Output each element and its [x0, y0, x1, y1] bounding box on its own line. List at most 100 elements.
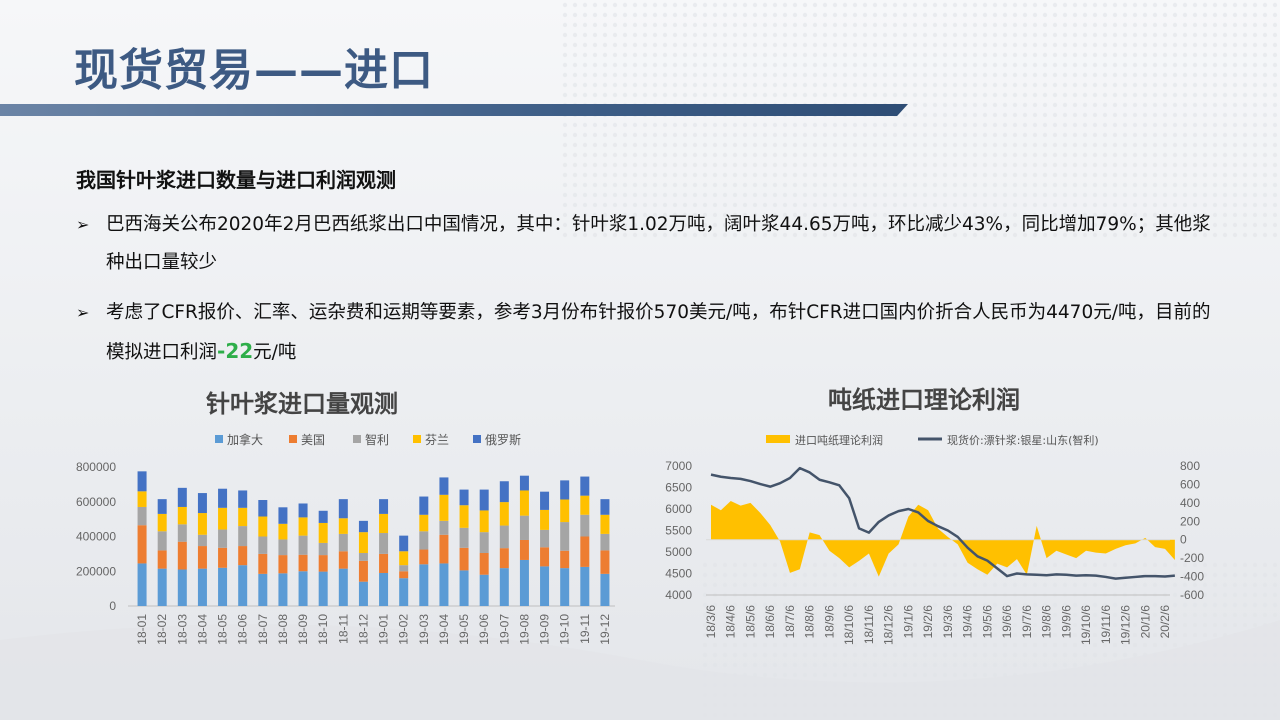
bar-segment-19-11-5	[580, 476, 590, 496]
x-tick-label: 19/4/6	[961, 605, 975, 639]
bar-segment-18-09-4	[298, 517, 308, 536]
y-tick-label: 0	[109, 599, 116, 613]
bar-segment-18-03-5	[177, 487, 187, 507]
x-tick-label: 18-03	[175, 614, 189, 645]
legend-swatch-area	[766, 435, 790, 443]
bullet-text-1: 巴西海关公布2020年2月巴西纸浆出口中国情况，其中：针叶浆1.02万吨，阔叶浆…	[106, 214, 1211, 273]
bar-segment-19-02-2	[399, 571, 409, 579]
bar-segment-19-05-4	[459, 505, 469, 528]
bar-segment-19-11-1	[580, 566, 590, 606]
x-tick-label: 18/12/6	[882, 605, 896, 645]
x-tick-label: 19/1/6	[901, 605, 915, 639]
bar-segment-18-05-4	[218, 507, 228, 530]
bar-segment-19-04-5	[439, 477, 449, 495]
bullet-text-2-after: 元/吨	[253, 342, 297, 363]
bar-segment-19-11-2	[580, 536, 590, 567]
x-tick-label: 19/9/6	[1059, 605, 1073, 639]
bar-segment-19-09-4	[540, 509, 550, 530]
y-right-tick-label: -400	[1180, 570, 1204, 584]
x-tick-label: 19/5/6	[980, 605, 994, 639]
bar-segment-18-09-5	[298, 503, 308, 518]
bar-segment-19-09-3	[540, 529, 550, 548]
x-tick-label: 18-09	[296, 614, 310, 645]
bar-segment-18-06-1	[238, 565, 248, 606]
bar-segment-19-10-1	[560, 568, 570, 606]
bar-segment-18-08-2	[278, 555, 288, 574]
x-tick-label: 19/12/6	[1119, 605, 1133, 645]
bar-segment-18-04-2	[197, 546, 207, 569]
x-tick-label: 19/2/6	[921, 605, 935, 639]
y-left-tick-label: 4500	[665, 567, 692, 581]
x-tick-label: 19-06	[477, 614, 491, 645]
spot-price-line-series	[710, 466, 1175, 580]
chart2-title: 吨纸进口理论利润	[828, 386, 1020, 414]
profit-area-series	[711, 501, 1175, 577]
y-right-tick-label: 400	[1180, 496, 1200, 510]
bar-segment-19-06-4	[479, 510, 489, 533]
bar-segment-18-10-5	[318, 510, 328, 523]
x-tick-label: 18/8/6	[803, 605, 817, 639]
bar-segment-19-06-2	[479, 553, 489, 575]
bar-segment-19-12-1	[600, 573, 610, 606]
bar-segment-18-07-4	[258, 516, 268, 537]
x-tick-label: 19-08	[517, 614, 531, 645]
x-tick-label: 19/11/6	[1099, 605, 1113, 644]
import-profit-chart: 进口吨纸理论利润 现货价:漂针浆:银星:山东(智利)400045005000550…	[665, 433, 1204, 645]
bar-segment-18-01-3	[137, 506, 147, 526]
bar-segment-19-03-5	[419, 496, 429, 515]
bar-segment-18-07-5	[258, 500, 268, 517]
bar-segment-18-07-2	[258, 553, 268, 574]
bar-segment-18-11-1	[338, 568, 348, 606]
bar-segment-18-01-2	[137, 525, 147, 564]
bar-segment-18-08-1	[278, 573, 288, 606]
x-tick-label: 19/8/6	[1040, 605, 1054, 639]
x-tick-label: 19/10/6	[1079, 605, 1093, 645]
bullet-arrow-icon: ➢	[76, 303, 90, 322]
bar-segment-18-09-2	[298, 554, 308, 572]
bar-segment-19-01-1	[379, 572, 389, 606]
bar-segment-18-05-3	[218, 529, 228, 548]
x-tick-label: 18/4/6	[724, 605, 738, 639]
bar-segment-19-08-3	[519, 515, 529, 540]
bar-segment-18-11-5	[338, 499, 348, 519]
y-right-tick-label: 200	[1180, 514, 1200, 528]
x-tick-label: 18/5/6	[743, 605, 757, 639]
x-tick-label: 19-12	[598, 614, 612, 645]
bar-segment-19-08-2	[519, 539, 529, 560]
bar-segment-19-12-3	[600, 533, 610, 551]
x-tick-label: 18/11/6	[862, 605, 876, 644]
bar-segment-18-04-4	[197, 513, 207, 535]
bar-segment-19-10-2	[560, 550, 570, 569]
bar-segment-19-12-5	[600, 499, 610, 515]
legend-label-3: 智利	[365, 432, 389, 447]
bar-segment-18-05-5	[218, 488, 228, 508]
bar-segment-18-11-4	[338, 518, 348, 534]
bar-segment-18-08-3	[278, 539, 288, 556]
bar-segment-19-07-5	[499, 481, 509, 503]
bar-segment-19-02-4	[399, 551, 409, 566]
bar-segment-19-01-5	[379, 499, 389, 514]
page-title: 现货贸易——进口	[74, 45, 434, 96]
bar-segment-18-02-4	[157, 513, 167, 532]
bar-segment-18-02-1	[157, 568, 167, 606]
legend-swatch-1	[215, 435, 223, 443]
bar-segment-19-07-3	[499, 525, 509, 549]
bar-segment-18-01-4	[137, 491, 147, 507]
legend-swatch-4	[413, 435, 421, 443]
legend-swatch-3	[353, 435, 361, 443]
bar-segment-19-08-1	[519, 559, 529, 606]
bar-segment-19-04-2	[439, 534, 449, 564]
bar-segment-18-05-2	[218, 547, 228, 568]
bar-segment-18-06-5	[238, 490, 248, 508]
x-tick-label: 20/1/6	[1138, 605, 1152, 639]
x-tick-label: 19-02	[397, 614, 411, 645]
bar-segment-19-10-3	[560, 522, 570, 551]
x-tick-label: 19-04	[437, 614, 451, 645]
bar-segment-19-02-3	[399, 565, 409, 572]
y-right-tick-label: -600	[1180, 588, 1204, 602]
legend-label-5: 俄罗斯	[485, 433, 521, 447]
legend-label-4: 芬兰	[425, 433, 449, 447]
bar-segment-19-07-4	[499, 502, 509, 526]
bar-segment-18-11-3	[338, 533, 348, 552]
bar-segment-18-03-2	[177, 541, 187, 570]
